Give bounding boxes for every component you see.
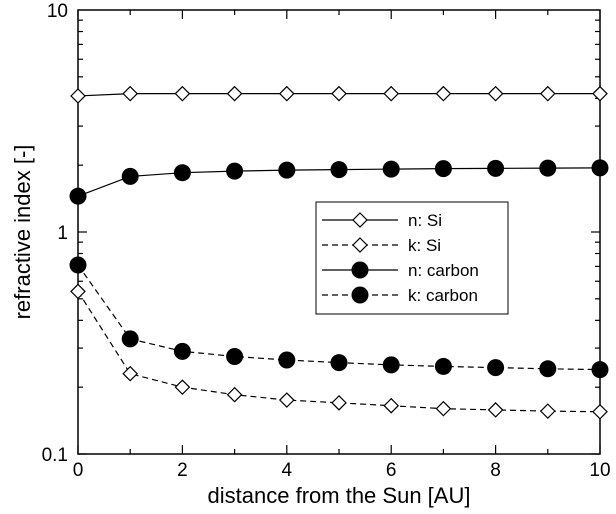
x-tick-label: 0 [73,460,84,481]
data-point-n-si [539,85,556,102]
data-point-k-carbon [539,360,557,378]
x-axis-title: distance from the Sun [AU] [208,483,471,508]
data-point-k-carbon [434,357,452,375]
data-point-n-carbon [487,159,505,177]
x-tick-labels: 0 2 4 6 8 10 [73,460,611,481]
series-line-k-si [77,291,601,413]
legend-items: n: Si k: Si n: carbon k: carbon [322,211,479,305]
data-point-k-si [70,283,86,300]
data-point-k-si [226,386,243,403]
data-point-n-carbon [121,167,139,185]
axis-ticks [77,10,601,455]
legend-label-n-si: n: Si [408,211,442,230]
data-point-n-si [592,85,608,102]
data-point-n-carbon [591,159,609,177]
x-tick-label: 6 [386,460,397,481]
data-point-n-si [331,85,347,102]
legend-marker-n-carbon [351,261,369,279]
data-point-k-si [122,365,139,382]
y-tick-label: 0.1 [42,445,68,466]
data-point-n-carbon [539,159,557,177]
data-point-k-si [383,397,400,414]
data-point-k-si [487,402,504,418]
data-point-k-carbon [278,351,296,369]
data-point-n-si [226,85,243,102]
legend-label-k-si: k: Si [408,236,441,255]
data-point-n-carbon [330,161,348,179]
series-markers [69,85,609,420]
data-point-n-carbon [173,164,191,182]
legend-marker-k-si [352,237,368,253]
data-point-n-carbon [278,161,296,179]
data-point-n-si [435,85,452,102]
data-point-n-si [70,88,86,104]
data-point-k-si [435,400,452,417]
data-point-k-carbon [173,342,191,360]
x-tick-label: 2 [177,460,188,481]
data-point-k-si [539,403,556,419]
legend-label-k-carbon: k: carbon [408,286,478,305]
y-tick-label: 10 [47,1,68,22]
y-axis-title: refractive index [-] [10,145,35,320]
data-point-k-carbon [69,256,87,274]
data-point-n-si [383,85,400,102]
data-point-k-carbon [591,361,609,379]
legend-label-n-carbon: n: carbon [408,261,479,280]
x-tick-label: 8 [490,460,501,481]
data-point-k-carbon [330,354,348,372]
legend-marker-k-carbon [351,286,369,304]
y-tick-label: 1 [57,223,68,244]
data-point-k-carbon [226,347,244,365]
data-point-k-si [592,403,608,420]
data-point-n-si [487,85,504,102]
legend: n: Si k: Si n: carbon k: carbon [315,201,509,315]
data-point-k-si [174,379,191,396]
data-point-n-carbon [382,160,400,178]
y-tick-labels: 0.1 1 10 [42,1,68,466]
data-point-k-carbon [382,356,400,374]
data-point-k-si [331,394,347,411]
data-point-n-si [278,85,295,102]
data-point-k-carbon [121,330,139,348]
data-point-n-carbon [69,187,87,205]
data-point-n-carbon [226,162,244,180]
data-point-n-si [122,85,139,102]
data-point-k-si [278,392,295,408]
data-point-n-carbon [434,160,452,178]
x-tick-label: 4 [282,460,293,481]
legend-marker-n-si [352,212,368,228]
data-point-n-si [174,85,191,102]
data-point-k-carbon [487,359,505,377]
x-tick-label: 10 [589,460,610,481]
